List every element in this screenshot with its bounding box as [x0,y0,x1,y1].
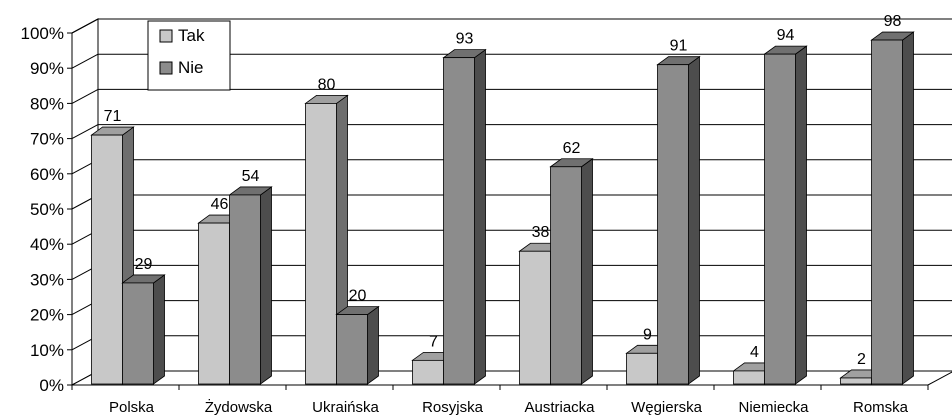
data-label: 20 [349,288,367,305]
bar-side [153,274,165,385]
bars [90,31,915,385]
bar-front [626,352,658,385]
bar-front [229,194,261,385]
floor [71,370,952,386]
bar-side [474,48,486,385]
data-label: 91 [670,38,688,55]
data-labels: 71 29 46 54 80 20 7 93 38 62 9 91 4 94 2 98 [104,13,902,368]
bar-nie [228,186,273,385]
y-tick-label: 40% [30,235,64,254]
data-label: 94 [777,27,795,44]
y-tick-label: 10% [30,341,64,360]
x-tick-label: Żydowska [205,398,273,416]
bar-front [657,64,689,385]
y-tick-label: 70% [30,130,64,149]
bar-side [795,45,807,385]
bar-front [91,134,123,385]
bar-nie [121,274,166,385]
gridline-side [71,124,99,140]
data-label: 46 [211,196,229,213]
data-label: 9 [643,326,652,343]
data-label: 54 [242,168,260,185]
bar-front [519,250,551,385]
legend: Tak Nie [147,20,231,91]
x-axis: Polska Żydowska Ukraińska Rosyjska Austriack… [71,385,929,416]
bar-tak [90,126,135,385]
bar-side [688,55,700,385]
x-tick-label: Romska [853,399,909,416]
data-label: 4 [750,344,759,361]
bar-side [367,305,379,385]
bar-front [336,314,368,385]
x-tick-label: Rosyjska [422,399,484,416]
x-tick-label: Polska [109,399,155,416]
data-label: 38 [532,224,550,241]
data-label: 98 [884,13,902,30]
gridline-side [71,88,99,104]
x-tick-label: Ukraińska [312,399,379,416]
bar-nie [442,48,487,385]
y-tick-label: 100% [21,24,64,43]
bar-front [305,103,337,385]
legend-swatch [159,61,173,75]
y-tick-label: 20% [30,306,64,325]
data-label: 71 [104,108,122,125]
data-label: 62 [563,140,581,157]
bar-front [122,282,154,385]
x-tick-label: Austriacka [524,399,595,416]
data-label: 29 [135,256,153,273]
bar-side [581,157,593,385]
legend-label: Nie [178,58,204,77]
y-tick-label: 50% [30,200,64,219]
y-tick-label: 90% [30,59,64,78]
legend-swatch [159,29,173,43]
legend-swatch-tak [159,29,173,43]
legend-swatch-nie [159,61,173,75]
bar-nie [549,157,594,385]
data-label: 80 [318,76,336,93]
y-tick-label: 60% [30,165,64,184]
y-tick-label: 80% [30,94,64,113]
bar-front [412,359,444,385]
legend-label: Tak [178,26,205,45]
bar-front [733,370,765,385]
gridline-side [71,18,99,34]
y-axis: 0% 10% 20% 30% 40% 50% 60% 70% 80% 90% 100% [21,24,73,395]
y-tick-label: 30% [30,270,64,289]
bar-nie [335,305,380,385]
x-tick-label: Węgierska [631,399,703,416]
bar-nie [656,55,701,385]
bar-nie [870,31,915,385]
bar-front [550,166,582,385]
bar-front [443,57,475,385]
bar-tak [304,94,349,385]
bar-front [764,53,796,385]
x-tick-label: Niemiecka [738,399,809,416]
bar-front [198,222,230,385]
bar-side [902,31,914,385]
data-label: 93 [456,31,474,48]
data-label: 2 [857,351,866,368]
bar-front [871,39,903,385]
bar-front [840,377,872,385]
bar-nie [763,45,808,385]
gridline-side [71,53,99,69]
bar-side [260,186,272,385]
y-tick-label: 0% [39,376,64,395]
data-label: 7 [429,333,438,350]
